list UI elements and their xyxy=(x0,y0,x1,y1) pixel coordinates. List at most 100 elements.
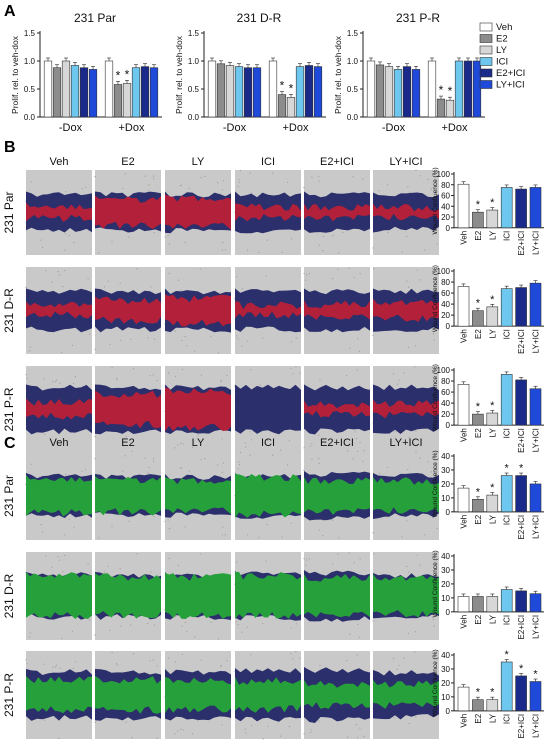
y-tick-label: 0.5 xyxy=(24,85,36,94)
x-tick-label: LY+ICI xyxy=(532,714,541,738)
cell-speck xyxy=(288,726,291,728)
cell-speck xyxy=(362,178,364,180)
cell-speck xyxy=(153,338,156,340)
cell-speck xyxy=(311,458,313,460)
cell-speck xyxy=(174,616,176,618)
wound-area xyxy=(235,384,301,435)
y-tick-label: 80 xyxy=(441,278,450,287)
cell-speck xyxy=(184,336,186,338)
cell-speck xyxy=(188,187,190,190)
x-tick-label: -Dox xyxy=(223,122,247,134)
cell-speck xyxy=(308,558,310,560)
y-axis-label: Wound Confluence (%) xyxy=(432,167,439,234)
open-wound-area xyxy=(95,573,161,619)
bar xyxy=(515,379,527,426)
micrograph xyxy=(372,651,439,739)
micrograph xyxy=(303,366,371,453)
bar xyxy=(529,282,542,327)
cell-speck xyxy=(44,719,46,721)
cell-speck xyxy=(30,463,32,465)
cell-speck xyxy=(251,725,253,727)
cell-speck xyxy=(164,520,166,522)
cell-speck xyxy=(84,186,87,188)
cell-speck xyxy=(40,524,42,526)
cell-speck xyxy=(433,290,436,292)
bar xyxy=(457,686,470,712)
open-wound-area xyxy=(235,572,301,619)
y-axis-label: Wound Confluence (%) xyxy=(432,265,439,332)
micrograph xyxy=(303,170,370,255)
cell-speck xyxy=(124,173,126,175)
cell-speck xyxy=(29,636,31,638)
x-tick-label: E2+ICI xyxy=(517,428,526,453)
cell-speck xyxy=(94,458,96,460)
micrograph xyxy=(234,451,301,540)
x-tick-label: LY xyxy=(488,614,497,624)
legend-label: E2+ICI xyxy=(496,68,525,79)
cell-speck xyxy=(94,721,96,724)
cell-speck xyxy=(303,447,305,449)
cell-speck xyxy=(250,192,252,194)
x-tick-label: LY xyxy=(488,713,497,723)
column-header: LY+ICI xyxy=(389,156,422,168)
cell-speck xyxy=(194,350,196,352)
cell-speck xyxy=(204,175,206,177)
bar xyxy=(366,60,376,118)
bar xyxy=(436,98,446,118)
open-wound-area xyxy=(235,203,301,222)
cell-speck xyxy=(259,384,261,386)
cell-speck xyxy=(409,191,411,193)
y-tick-label: 1.5 xyxy=(188,29,200,38)
bar xyxy=(472,699,484,712)
y-tick-label: 40 xyxy=(441,399,450,408)
y-tick-label: 40 xyxy=(441,202,450,211)
legend-swatch xyxy=(479,45,493,55)
x-tick-label: LY+ICI xyxy=(532,615,541,639)
cell-speck xyxy=(353,276,355,279)
cell-speck xyxy=(281,536,283,538)
cell-speck xyxy=(119,282,121,284)
cell-speck xyxy=(237,185,239,187)
cell-speck xyxy=(358,350,361,352)
bar xyxy=(88,69,98,118)
x-tick-label: LY xyxy=(488,329,497,339)
micrograph xyxy=(164,651,231,739)
bar xyxy=(113,84,123,118)
bar xyxy=(402,66,412,118)
open-wound-area xyxy=(373,298,439,322)
significance-star: * xyxy=(448,84,453,98)
cell-speck xyxy=(29,350,31,352)
cell-speck xyxy=(136,553,138,555)
cell-speck xyxy=(319,379,321,381)
cell-speck xyxy=(281,251,283,253)
significance-star: * xyxy=(116,69,121,83)
cell-speck xyxy=(363,449,365,452)
row-label: 231 P-R xyxy=(2,673,16,717)
cell-speck xyxy=(262,337,264,339)
open-wound-area xyxy=(95,676,161,714)
significance-star: * xyxy=(476,486,481,498)
cell-speck xyxy=(86,429,88,431)
chart-title: 231 D-R xyxy=(237,11,282,25)
y-tick-label: 0 xyxy=(446,322,451,331)
cell-speck xyxy=(115,663,118,665)
x-tick-label: -Dox xyxy=(59,122,83,134)
cell-speck xyxy=(430,188,432,190)
x-tick-label: E2 xyxy=(474,230,483,240)
bar xyxy=(277,94,287,118)
x-tick-label: ICI xyxy=(503,714,512,724)
cell-speck xyxy=(236,276,238,278)
cell-speck xyxy=(266,239,268,241)
y-tick-label: 80 xyxy=(441,377,450,386)
cell-speck xyxy=(156,737,158,739)
micrograph xyxy=(234,651,301,740)
y-tick-label: 0.0 xyxy=(347,113,359,122)
open-wound-area xyxy=(304,574,370,618)
cell-speck xyxy=(73,526,75,528)
cell-speck xyxy=(322,250,324,252)
x-tick-label: ICI xyxy=(503,515,512,525)
cell-speck xyxy=(59,667,61,669)
x-tick-label: ICI xyxy=(503,329,512,339)
micrograph xyxy=(94,452,161,540)
